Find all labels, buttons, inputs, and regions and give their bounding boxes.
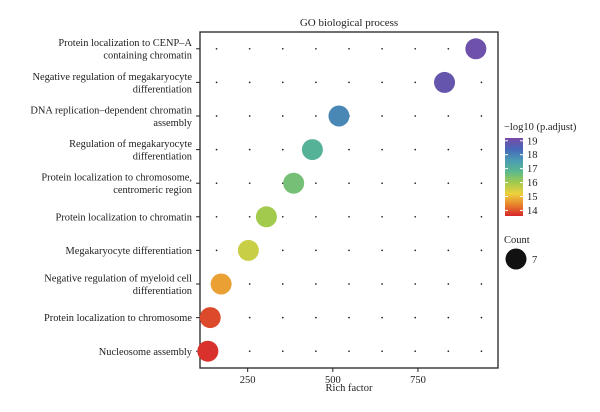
data-point <box>197 340 219 362</box>
x-tick-label: 500 <box>325 375 341 386</box>
y-tick-label: Protein localization to chromatin <box>56 212 193 223</box>
data-point <box>434 71 456 93</box>
color-legend-tick: 15 <box>527 192 538 203</box>
color-legend-ticks: 14 15 16 17 18 19 <box>505 136 538 217</box>
y-tick-label: Megakaryocyte differentiation <box>66 246 193 257</box>
y-tick-label: Protein localization to CENP–A <box>58 38 192 49</box>
y-tick-label: DNA replication–dependent chromatin <box>30 105 192 116</box>
data-point <box>283 172 305 194</box>
size-legend-dot <box>505 248 527 270</box>
y-tick-label: Protein localization to chromosome <box>44 313 192 324</box>
data-point <box>301 139 323 161</box>
y-tick-label: differentiation <box>133 286 193 297</box>
color-legend-tick: 16 <box>527 178 538 189</box>
color-bar <box>505 138 523 216</box>
y-tick-label: centromeric region <box>113 185 193 196</box>
y-tick-label: assembly <box>153 118 192 129</box>
y-tick-label: Negative regulation of megakaryocyte <box>32 72 192 83</box>
data-point <box>465 38 487 60</box>
data-point <box>199 307 221 329</box>
data-point <box>210 273 232 295</box>
y-axis-labels: Protein localization to CENP–A containing… <box>30 38 200 358</box>
color-legend-tick: 17 <box>527 164 538 175</box>
y-tick-label: containing chromatin <box>103 51 192 62</box>
y-tick-label: differentiation <box>133 84 193 95</box>
grid-layer <box>215 47 483 353</box>
data-points <box>197 38 487 362</box>
chart-title: GO biological process <box>300 17 398 29</box>
x-tick-label: 750 <box>410 375 426 386</box>
y-tick-label: Nucleosome assembly <box>99 347 193 358</box>
plot-panel <box>199 31 499 369</box>
y-tick-label: Negative regulation of myeloid cell <box>44 273 192 284</box>
size-legend-title: Count <box>504 235 530 246</box>
y-tick-label: Regulation of megakaryocyte <box>69 139 192 150</box>
color-legend-tick: 18 <box>527 150 538 161</box>
x-axis-ticks: 250 500 750 <box>240 368 426 386</box>
data-point <box>237 239 259 261</box>
y-tick-label: Protein localization to chromosome, <box>41 173 192 184</box>
x-tick-label: 250 <box>240 375 256 386</box>
data-point <box>255 206 277 228</box>
size-legend: Count 7 <box>504 235 537 270</box>
color-legend-title: −log10 (p.adjust) <box>504 122 577 133</box>
color-legend-tick: 14 <box>527 206 538 217</box>
x-axis-label: Rich factor <box>326 383 373 394</box>
color-legend-tick: 19 <box>527 136 538 147</box>
data-point <box>328 105 350 127</box>
color-legend: −log10 (p.adjust) 14 15 16 17 18 19 <box>504 122 577 217</box>
y-tick-label: differentiation <box>133 151 193 162</box>
size-legend-value: 7 <box>532 255 537 266</box>
